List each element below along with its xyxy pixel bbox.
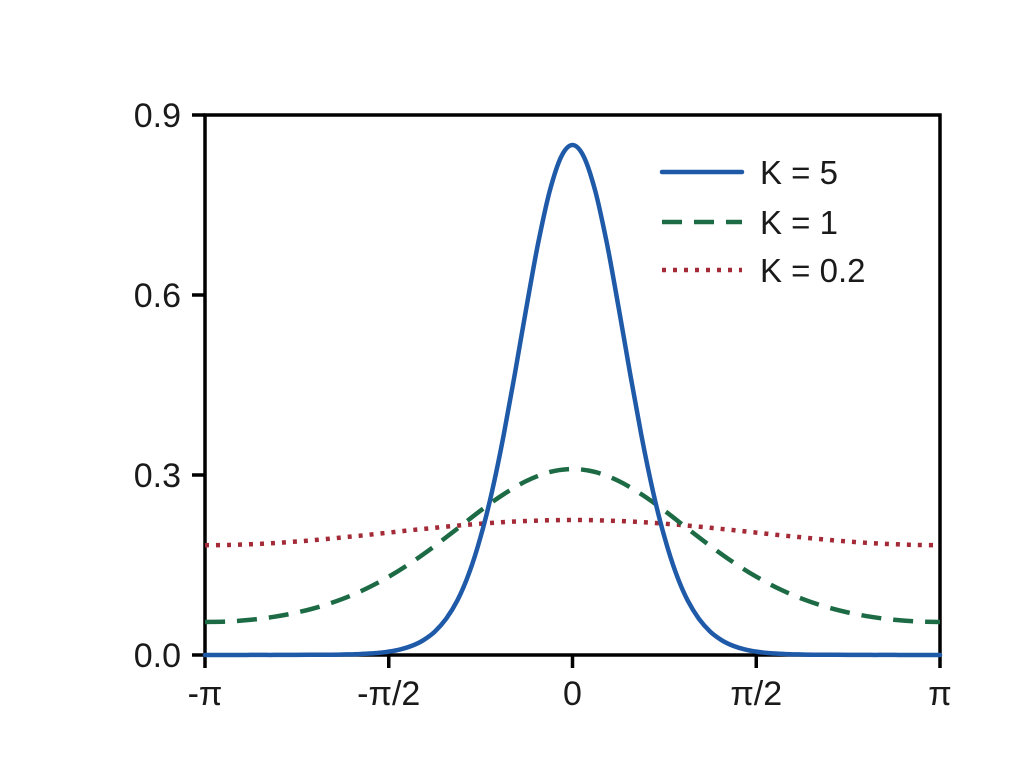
legend-label-k02: K = 0.2 (760, 252, 866, 289)
legend-label-k5: K = 5 (760, 154, 838, 191)
y-axis: 0.0 0.3 0.6 0.9 (134, 97, 205, 675)
series-line-k1 (204, 466, 941, 625)
x-axis: -π -π/2 0 π/2 π (188, 655, 952, 713)
y-tick-label: 0.6 (134, 277, 181, 315)
y-tick-label: 0.9 (134, 97, 181, 135)
x-tick-label: -π/2 (357, 675, 420, 713)
series-line-k02 (204, 517, 941, 548)
series-line-k5 (202, 142, 943, 658)
legend-label-k1: K = 1 (760, 204, 838, 241)
legend: K = 5 K = 1 K = 0.2 (659, 154, 866, 289)
y-tick-label: 0.0 (134, 637, 181, 675)
y-tick-label: 0.3 (134, 457, 181, 495)
x-tick-label: π/2 (730, 675, 782, 713)
x-tick-label: -π (188, 675, 223, 713)
plot-frame (203, 113, 942, 657)
x-tick-label: 0 (563, 675, 582, 713)
x-tick-label: π (928, 675, 951, 713)
series-group (202, 142, 943, 658)
